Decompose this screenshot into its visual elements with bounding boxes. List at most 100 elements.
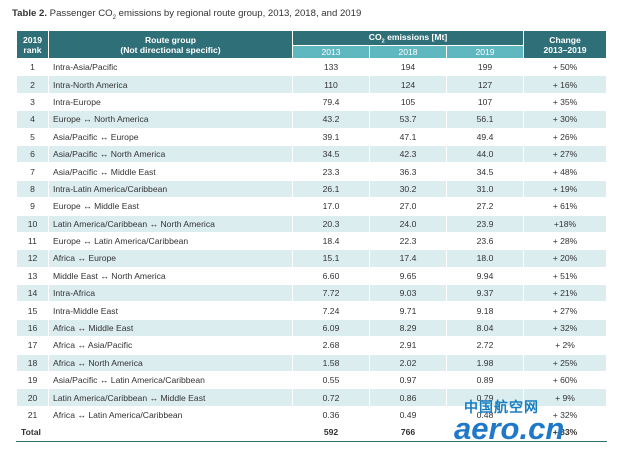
rank-cell: 4 [16, 110, 49, 129]
rank-cell: 13 [16, 267, 49, 286]
rank-cell: 15 [16, 301, 49, 320]
table-row: 13 Middle East ↔ North America 6.60 9.65 9.9… [16, 267, 607, 286]
rank-cell: 7 [16, 162, 49, 181]
table-row: 19 Asia/Pacific ↔ Latin America/Caribbean… [16, 371, 607, 390]
rank-cell: 12 [16, 249, 49, 268]
value-2019-cell: 18.0 [446, 249, 524, 268]
table-row: 9 Europe ↔ Middle East 17.0 27.0 27.2 + 61% [16, 197, 607, 216]
value-2018-cell: 0.49 [369, 406, 447, 425]
total-2018-cell: 766 [369, 423, 447, 442]
change-cell: + 35% [523, 93, 607, 112]
rank-cell: 19 [16, 371, 49, 390]
watermark-chinese-text: 中国航空网 [464, 399, 539, 415]
change-cell: + 48% [523, 162, 607, 181]
change-cell: + 26% [523, 128, 607, 146]
aero-cn-watermark: 中国航空网 aero.cn [454, 397, 612, 449]
rank-cell: 17 [16, 336, 49, 355]
table-row: 6 Asia/Pacific ↔ North America 34.5 42.3 44.… [16, 145, 607, 164]
value-2018-cell: 8.29 [369, 319, 447, 338]
value-2019-cell: 9.18 [446, 301, 524, 320]
route-cell: Africa ↔ North America [48, 354, 293, 373]
value-2013-cell: 43.2 [292, 110, 370, 129]
value-2018-cell: 105 [369, 93, 447, 112]
value-2019-cell: 2.72 [446, 336, 524, 355]
rank-cell: 9 [16, 197, 49, 216]
change-cell: + 30% [523, 110, 607, 129]
change-cell: + 32% [523, 319, 607, 338]
route-cell: Intra-Europe [48, 93, 293, 112]
rank-cell: 20 [16, 388, 49, 407]
value-2018-cell: 2.02 [369, 354, 447, 373]
value-2013-cell: 23.3 [292, 162, 370, 181]
change-cell: + 27% [523, 145, 607, 164]
value-2013-cell: 6.60 [292, 267, 370, 286]
rank-cell: 14 [16, 284, 49, 303]
route-cell: Latin America/Caribbean ↔ Middle East [48, 388, 293, 407]
table-row: 17 Africa ↔ Asia/Pacific 2.68 2.91 2.72 + 2% [16, 336, 607, 355]
route-cell: Europe ↔ North America [48, 110, 293, 129]
total-change-cell: + 33% [523, 423, 607, 442]
route-cell: Europe ↔ Middle East [48, 197, 293, 216]
change-cell: + 50% [523, 58, 607, 77]
value-2013-cell: 110 [292, 75, 370, 94]
table-row: 1 Intra-Asia/Pacific 133 194 199 + 50% [16, 58, 607, 77]
route-cell: Asia/Pacific ↔ North America [48, 145, 293, 164]
route-cell: Europe ↔ Latin America/Caribbean [48, 232, 293, 251]
watermark-logo-text: aero.cn [454, 411, 565, 446]
value-2019-cell: 23.6 [446, 232, 524, 251]
route-header: Route group (Not directional specific) [48, 30, 293, 59]
value-2018-cell: 24.0 [369, 215, 447, 233]
table-row: 16 Africa ↔ Middle East 6.09 8.29 8.04 + 32% [16, 319, 607, 338]
change-cell: + 51% [523, 267, 607, 286]
value-2013-cell: 1.58 [292, 354, 370, 373]
caption-label: Table 2. [12, 8, 48, 19]
value-2013-cell: 2.68 [292, 336, 370, 355]
table-caption: Table 2. Passenger CO2 emissions by regi… [12, 8, 361, 21]
value-2019-cell: 1.98 [446, 354, 524, 373]
table-row: 21 Africa ↔ Latin America/Caribbean 0.36 0.… [16, 406, 607, 425]
caption-text: Passenger CO [47, 8, 113, 19]
value-2013-cell: 7.72 [292, 284, 370, 303]
value-2018-cell: 0.86 [369, 388, 447, 407]
route-cell: Intra-Latin America/Caribbean [48, 180, 293, 199]
value-2018-cell: 22.3 [369, 232, 447, 251]
change-cell: + 61% [523, 197, 607, 216]
change-cell: + 25% [523, 354, 607, 373]
table-row: 14 Intra-Africa 7.72 9.03 9.37 + 21% [16, 284, 607, 303]
total-row: Total 592 766 + 33% [16, 423, 607, 442]
change-cell: + 9% [523, 388, 607, 407]
route-cell: Intra-North America [48, 75, 293, 94]
route-cell: Africa ↔ Europe [48, 249, 293, 268]
rank-cell: 16 [16, 319, 49, 338]
value-2013-cell: 20.3 [292, 215, 370, 233]
rank-cell: 8 [16, 180, 49, 199]
value-2013-cell: 34.5 [292, 145, 370, 164]
year-2018-header: 2018 [369, 45, 447, 59]
route-cell: Latin America/Caribbean ↔ North America [48, 215, 293, 233]
change-cell: + 20% [523, 249, 607, 268]
value-2019-cell: 0.89 [446, 371, 524, 390]
table-row: 10 Latin America/Caribbean ↔ North Americ… [16, 215, 607, 233]
value-2019-cell: 199 [446, 58, 524, 77]
table-row: 12 Africa ↔ Europe 15.1 17.4 18.0 + 20% [16, 249, 607, 268]
value-2013-cell: 0.55 [292, 371, 370, 390]
route-cell: Intra-Asia/Pacific [48, 58, 293, 77]
caption-subscript: 2 [112, 14, 116, 21]
value-2019-cell: 8.04 [446, 319, 524, 338]
value-2019-cell: 9.37 [446, 284, 524, 303]
value-2018-cell: 9.71 [369, 301, 447, 320]
route-cell: Middle East ↔ North America [48, 267, 293, 286]
change-cell: + 2% [523, 336, 607, 355]
value-2018-cell: 36.3 [369, 162, 447, 181]
route-cell: Asia/Pacific ↔ Europe [48, 128, 293, 146]
change-cell: + 28% [523, 232, 607, 251]
total-2019-cell [446, 423, 524, 442]
value-2018-cell: 2.91 [369, 336, 447, 355]
rank-cell: 3 [16, 93, 49, 112]
rank-cell: 2 [16, 75, 49, 94]
total-2013-cell: 592 [292, 423, 370, 442]
value-2019-cell: 9.94 [446, 267, 524, 286]
value-2019-cell: 107 [446, 93, 524, 112]
value-2013-cell: 0.36 [292, 406, 370, 425]
table-row: 2 Intra-North America 110 124 127 + 16% [16, 75, 607, 94]
